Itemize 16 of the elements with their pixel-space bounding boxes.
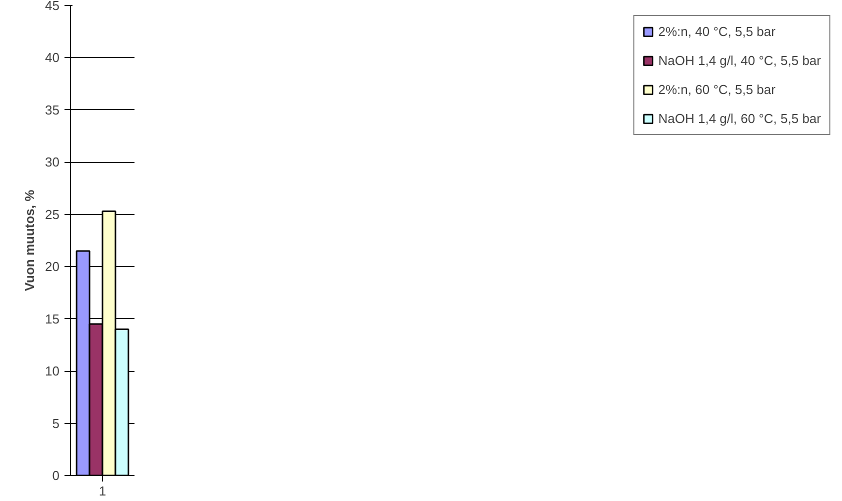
y-tick-label: 30 xyxy=(45,154,60,170)
legend-label: 2%:n, 40 °C, 5,5 bar xyxy=(658,24,776,39)
legend-label: NaOH 1,4 g/l, 60 °C, 5,5 bar xyxy=(658,111,821,126)
y-tick-label: 20 xyxy=(45,259,60,274)
y-tick-label: 15 xyxy=(45,311,60,326)
legend-label: NaOH 1,4 g/l, 40 °C, 5,5 bar xyxy=(658,53,821,68)
y-axis-title: Vuon muutos, % xyxy=(22,189,38,292)
legend-label: 2%:n, 60 °C, 5,5 bar xyxy=(658,82,776,97)
y-tick-label: 45 xyxy=(45,0,60,13)
y-tick-label: 25 xyxy=(45,206,60,222)
x-tick-label: 1 xyxy=(98,484,106,498)
y-tick-label: 5 xyxy=(52,416,60,431)
y-tick-label: 35 xyxy=(45,102,60,118)
y-tick-label: 0 xyxy=(52,468,60,483)
y-tick-label: 40 xyxy=(45,50,60,66)
y-tick-label: 10 xyxy=(45,364,60,379)
